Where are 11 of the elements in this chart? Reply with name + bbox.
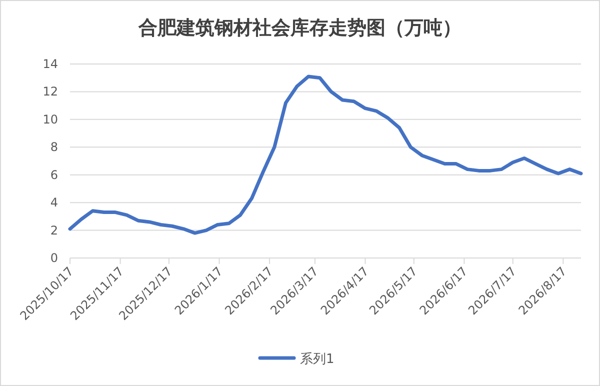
legend: 系列1 [258,352,334,367]
title: 合肥建筑钢材社会库存走势图（万吨） [138,17,462,39]
y-tick-label: 0 [50,251,58,265]
y-tick-label: 2 [50,223,58,238]
y-tick-label: 12 [42,84,58,99]
y-tick-label: 8 [50,140,58,154]
legend-label: 系列1 [300,352,334,367]
y-tick-label: 14 [42,57,58,71]
y-tick-label: 4 [50,196,58,210]
y-tick-label: 6 [50,168,58,182]
y-tick-label: 10 [42,112,58,126]
